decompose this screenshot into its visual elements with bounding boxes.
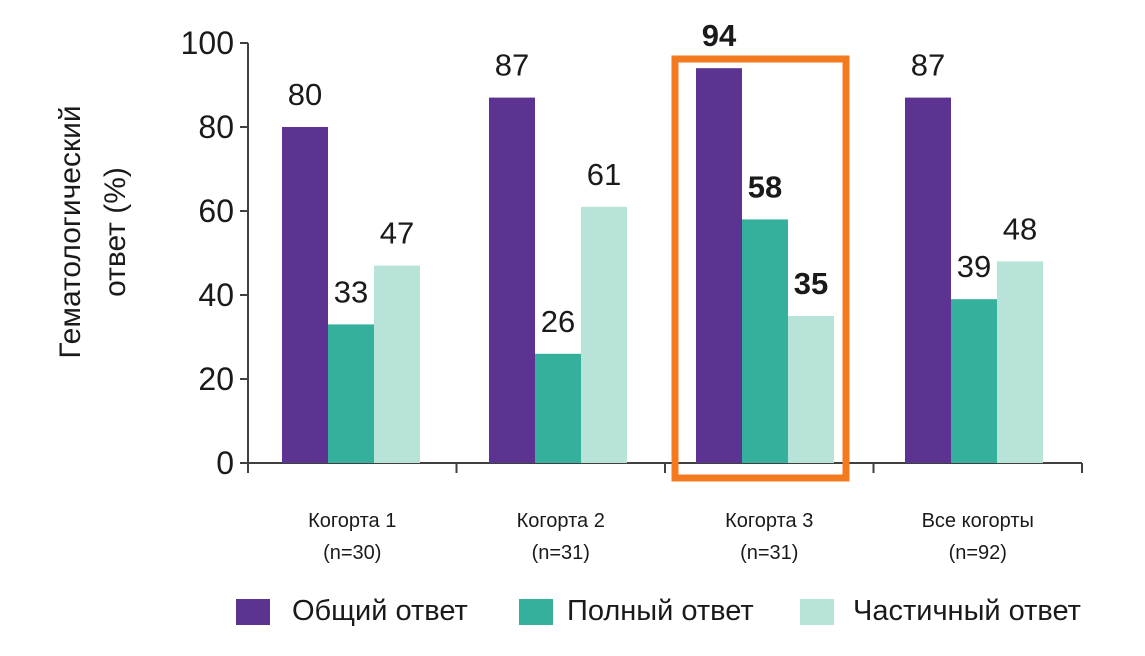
y-axis-label: Гематологический ответ (%) <box>54 105 132 358</box>
bar <box>742 219 788 463</box>
legend-label: Общий ответ <box>292 595 468 627</box>
x-tick-label: Когорта 3 <box>725 510 813 532</box>
bar <box>997 261 1043 463</box>
data-label: 61 <box>587 157 621 192</box>
x-tick-label-n: (n=31) <box>740 542 798 564</box>
x-tick-label-n: (n=31) <box>532 542 590 564</box>
bar <box>788 316 834 463</box>
x-tick-label: Когорта 1 <box>308 510 396 532</box>
data-label: 87 <box>911 48 945 83</box>
legend: Общий ответ Полный ответ Частичный ответ <box>236 595 1081 627</box>
y-tick-label: 0 <box>216 445 234 481</box>
legend-label: Полный ответ <box>567 595 754 627</box>
category-labels-group: Когорта 1 (n=30) Когорта 2 (n=31) Когорта 3 (… <box>308 510 1034 564</box>
bar <box>489 97 535 463</box>
bar <box>905 97 951 463</box>
y-tick-label: 40 <box>198 277 234 313</box>
data-label: 39 <box>957 249 991 284</box>
x-tick-label-n: (n=30) <box>323 542 381 564</box>
bar <box>282 127 328 463</box>
highlight-group <box>671 55 850 482</box>
data-label: 48 <box>1003 211 1037 246</box>
legend-swatch <box>800 599 834 625</box>
y-axis-label-line-2: ответ (%) <box>99 167 132 297</box>
bar <box>328 324 374 463</box>
y-tick-label: 100 <box>181 25 234 61</box>
data-label: 94 <box>702 18 737 53</box>
data-label: 47 <box>380 216 414 251</box>
data-label: 26 <box>541 304 575 339</box>
bar <box>374 265 420 463</box>
data-label: 33 <box>334 274 368 309</box>
data-label: 87 <box>495 48 529 83</box>
y-tick-label: 60 <box>198 193 234 229</box>
bar <box>535 353 581 463</box>
y-tick-label: 80 <box>198 109 234 145</box>
y-axis-label-line-1: Гематологический <box>54 105 87 358</box>
data-labels-group: 80 33 47 87 26 61 94 58 35 87 39 48 <box>288 18 1037 339</box>
bar <box>951 299 997 463</box>
data-label: 58 <box>748 169 782 204</box>
bar <box>696 68 742 463</box>
legend-swatch <box>519 599 553 625</box>
data-label: 80 <box>288 77 322 112</box>
bars-group <box>282 68 1043 464</box>
legend-label: Частичный ответ <box>853 595 1081 627</box>
x-tick-label-n: (n=92) <box>949 542 1007 564</box>
y-tick-label: 20 <box>198 361 234 397</box>
bar <box>581 206 627 464</box>
x-tick-label: Когорта 2 <box>517 510 605 532</box>
legend-swatch <box>236 599 270 625</box>
x-tick-label: Все когорты <box>922 510 1034 532</box>
data-label: 35 <box>794 266 828 301</box>
highlight-frame <box>671 55 850 482</box>
